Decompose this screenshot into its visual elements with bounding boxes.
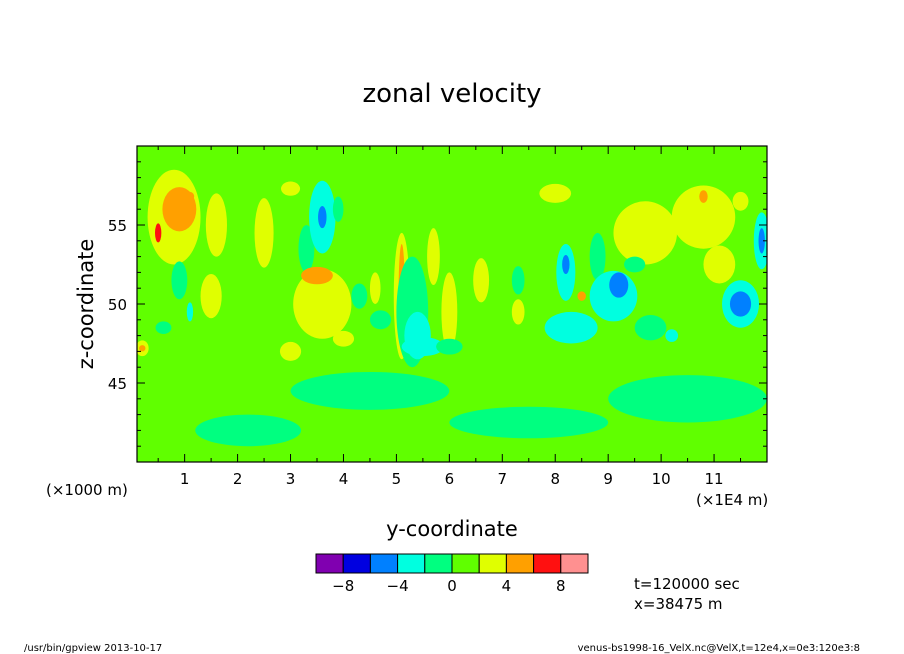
contour-region [155, 321, 172, 335]
contour-region [441, 272, 458, 352]
contour-region [301, 266, 333, 285]
contour-region [634, 315, 667, 341]
contour-region [609, 272, 629, 298]
colorbar-labels: −8 −4 0 4 8 [332, 577, 565, 595]
contour-region [732, 191, 749, 211]
colorbar [315, 553, 589, 574]
contour-region [665, 329, 679, 342]
colorbar-tick-label: 4 [502, 577, 512, 595]
contour-region [427, 228, 440, 286]
colorbar-swatch [533, 553, 562, 574]
contour-region [369, 272, 381, 305]
x-tick-label: 1 [180, 470, 190, 488]
contour-region [539, 183, 572, 203]
contour-region [254, 198, 274, 268]
colorbar-swatch [451, 553, 480, 574]
contour-region [589, 232, 606, 281]
colorbar-swatch [560, 553, 589, 574]
contour-region [332, 330, 355, 347]
contour-region [436, 338, 463, 355]
contour-region [758, 228, 765, 254]
contour-region [473, 258, 490, 303]
contour-region [401, 337, 445, 357]
x-tick-label: 11 [705, 470, 724, 488]
time-annotation: t=120000 sec [634, 575, 740, 593]
colorbar-swatch [369, 553, 399, 574]
x-tick-label: 5 [392, 470, 402, 488]
colorbar-swatch [478, 553, 507, 574]
contour-region [185, 191, 195, 202]
contour-region [511, 266, 525, 295]
x-unit-right: (×1E4 m) [696, 491, 768, 509]
colorbar-tick-label: −4 [387, 577, 409, 595]
contour-region [205, 193, 227, 257]
y-tick-label: 50 [108, 296, 127, 314]
contour-region [318, 206, 327, 229]
x-axis-label: y-coordinate [386, 517, 518, 541]
contour-region [369, 310, 392, 330]
x-tick-label: 8 [550, 470, 560, 488]
colorbar-swatch [424, 553, 453, 574]
contour-region [155, 223, 162, 243]
contour-region [562, 255, 570, 274]
x-tick-label: 2 [233, 470, 243, 488]
contour-region [671, 185, 736, 249]
contour-region [608, 375, 767, 423]
x-tick-label: 6 [445, 470, 455, 488]
colorbar-swatch [397, 553, 426, 574]
contour-region [703, 245, 736, 284]
contour-region [699, 190, 708, 203]
colorbar-tick-label: 8 [556, 577, 566, 595]
contour-region [171, 261, 188, 300]
contour-region [544, 311, 598, 344]
contour-region [281, 181, 301, 196]
y-tick-label: 45 [108, 375, 127, 393]
contour-field [137, 146, 767, 462]
footer-right: venus-bs1998-16_VelX.nc@VelX,t=12e4,x=0e… [578, 643, 860, 654]
x-unit-left: (×1000 m) [46, 481, 128, 499]
axis-ticks [137, 146, 767, 462]
y-tick-label: 55 [108, 217, 127, 235]
x-tick-label: 4 [339, 470, 349, 488]
contour-region [139, 345, 146, 352]
contour-region [195, 414, 302, 447]
contour-region [186, 302, 194, 322]
colorbar-tick-label: −8 [332, 577, 354, 595]
y-axis-label: z-coordinate [74, 239, 98, 370]
colorbar-swatch [315, 553, 344, 574]
colorbar-swatch [505, 553, 535, 574]
contour-region [293, 269, 352, 339]
contour-region [200, 273, 222, 319]
contour-region [624, 256, 646, 273]
contour-region [577, 291, 586, 301]
colorbar-swatch [342, 553, 371, 574]
contour-region [279, 341, 302, 361]
x-tick-label: 3 [286, 470, 296, 488]
colorbar-tick-label: 0 [447, 577, 457, 595]
x-tick-label: 9 [603, 470, 613, 488]
contour-region [298, 225, 315, 273]
x-tick-label: 7 [498, 470, 508, 488]
contour-region [351, 283, 368, 309]
contour-region [332, 196, 344, 222]
contour-region [449, 406, 609, 439]
footer-left: /usr/bin/gpview 2013-10-17 [24, 643, 162, 654]
chart-title: zonal velocity [362, 79, 541, 109]
contour-region [729, 291, 752, 317]
contour-region [613, 201, 677, 265]
position-annotation: x=38475 m [634, 595, 723, 613]
contour-region [511, 299, 525, 325]
x-tick-label: 10 [652, 470, 671, 488]
contour-region [290, 371, 450, 410]
